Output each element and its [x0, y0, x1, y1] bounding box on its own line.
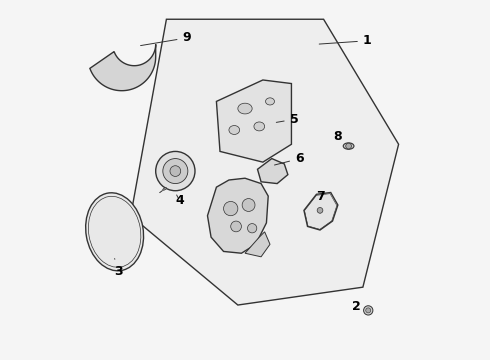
Polygon shape	[131, 19, 398, 305]
Circle shape	[170, 166, 181, 176]
Circle shape	[223, 202, 238, 216]
Text: 4: 4	[175, 194, 184, 207]
Text: 8: 8	[334, 130, 348, 146]
Text: 1: 1	[319, 34, 371, 47]
Circle shape	[156, 152, 195, 191]
Text: 6: 6	[274, 152, 304, 165]
Polygon shape	[245, 232, 270, 257]
Ellipse shape	[229, 126, 240, 134]
Text: 2: 2	[352, 300, 368, 314]
Circle shape	[346, 143, 351, 149]
Circle shape	[231, 221, 242, 232]
Polygon shape	[90, 44, 156, 91]
Polygon shape	[207, 178, 268, 253]
Circle shape	[317, 207, 323, 213]
Circle shape	[364, 306, 373, 315]
Circle shape	[163, 158, 188, 184]
Ellipse shape	[238, 103, 252, 114]
Ellipse shape	[163, 188, 167, 190]
Circle shape	[366, 308, 371, 313]
Text: 5: 5	[276, 113, 298, 126]
Polygon shape	[258, 158, 288, 184]
Text: 3: 3	[115, 258, 123, 278]
Circle shape	[247, 224, 257, 233]
Polygon shape	[217, 80, 292, 162]
Polygon shape	[304, 193, 338, 230]
Circle shape	[242, 199, 255, 211]
Text: 9: 9	[141, 31, 191, 46]
Text: 7: 7	[317, 190, 325, 213]
Ellipse shape	[86, 193, 144, 271]
Ellipse shape	[254, 122, 265, 131]
Ellipse shape	[343, 143, 354, 149]
Ellipse shape	[266, 98, 274, 105]
